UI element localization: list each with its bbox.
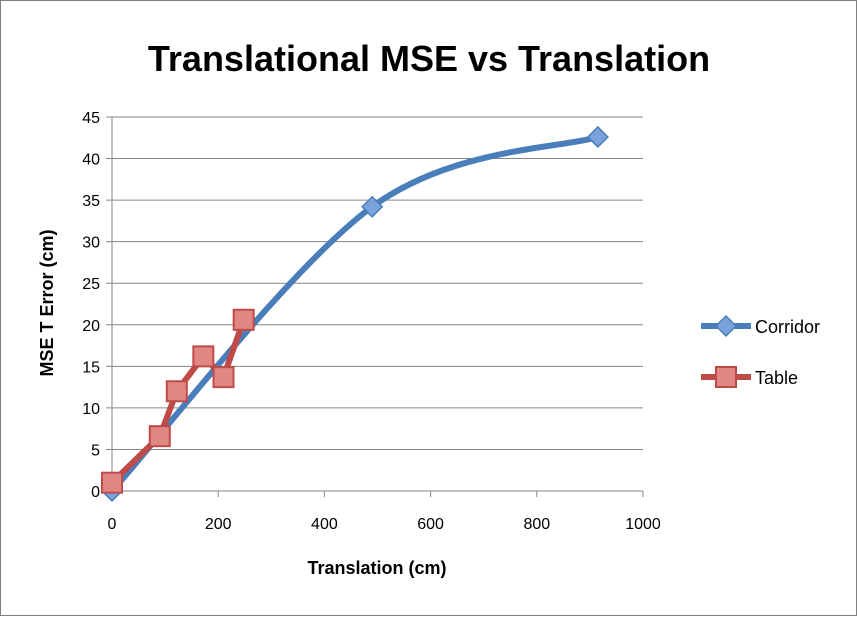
y-tick-label: 30	[82, 235, 100, 252]
y-tick-label: 20	[82, 318, 100, 335]
series-line-corridor	[109, 133, 601, 494]
legend-item-table: Table	[701, 366, 798, 388]
data-point-table	[212, 366, 235, 389]
legend-label-corridor: Corridor	[755, 317, 820, 337]
data-point-table	[192, 345, 215, 368]
y-axis-title: MSE T Error (cm)	[37, 229, 57, 376]
legend: Corridor Table	[701, 314, 820, 388]
axes	[111, 117, 644, 497]
gridlines	[106, 116, 643, 492]
y-tick-label: 25	[82, 276, 100, 293]
x-axis-title: Translation (cm)	[307, 558, 446, 578]
legend-marker-corridor	[714, 314, 738, 338]
legend-marker-table	[715, 366, 737, 388]
legend-label-table: Table	[755, 368, 798, 388]
data-point-table	[165, 380, 188, 403]
x-tick-label: 600	[417, 516, 444, 533]
x-tick-label: 200	[205, 516, 232, 533]
data-point-table	[148, 425, 171, 448]
data-point-corridor	[586, 125, 609, 149]
x-tick-label: 400	[311, 516, 338, 533]
data-point-corridor	[361, 195, 384, 218]
y-tick-label: 0	[91, 484, 100, 501]
series-table	[101, 308, 255, 494]
y-tick-label: 15	[82, 359, 100, 376]
y-tick-labels: 0 5 10 15 20 25 30 35 40 45	[82, 110, 100, 501]
chart-title: Translational MSE vs Translation	[148, 38, 710, 79]
series-corridor	[100, 125, 609, 503]
x-tick-label: 800	[523, 516, 550, 533]
x-tick-labels: 0 200 400 600 800 1000	[108, 516, 661, 533]
y-tick-label: 10	[82, 401, 100, 418]
y-tick-label: 5	[91, 442, 100, 459]
y-tick-label: 35	[82, 193, 100, 210]
series-group	[100, 125, 609, 503]
y-tick-label: 45	[82, 110, 100, 127]
x-tick-label: 0	[108, 516, 117, 533]
legend-item-corridor: Corridor	[701, 314, 820, 338]
y-tick-label: 40	[82, 152, 100, 169]
x-tick-label: 1000	[625, 516, 661, 533]
data-point-table	[101, 471, 123, 494]
data-point-table	[232, 308, 255, 331]
